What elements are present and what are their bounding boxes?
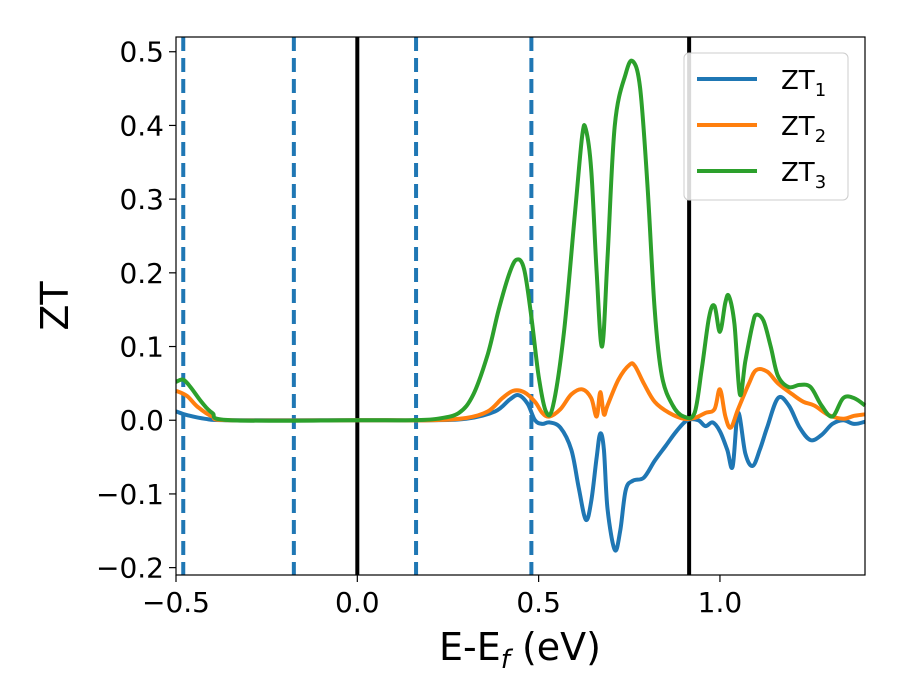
y-tick-label: 0.0 (119, 404, 164, 437)
y-tick-label: 0.3 (119, 183, 164, 216)
x-tick-label: 0.5 (516, 586, 561, 619)
x-tick-label: 0.0 (335, 586, 380, 619)
y-tick-label: 0.1 (119, 331, 164, 364)
y-tick-label: 0.5 (119, 36, 164, 69)
legend-label-zt3: ZT3 (781, 158, 826, 193)
y-tick-label: −0.1 (96, 478, 164, 511)
y-axis-label: ZT (33, 281, 77, 331)
x-axis-label-unit: (eV) (510, 625, 601, 669)
y-tick-label: −0.2 (96, 552, 164, 585)
x-axis-label: E-Ef (eV) (439, 625, 601, 675)
x-tick-label: −0.5 (142, 586, 210, 619)
y-tick-label: 0.4 (119, 109, 164, 142)
y-tick-label: 0.2 (119, 257, 164, 290)
plot-area-frame (175, 36, 866, 576)
y-axis-ticks: −0.2 −0.1 0.0 0.1 0.2 0.3 0.4 0.5 (96, 36, 176, 585)
reference-lines (181, 37, 692, 575)
x-tick-label: 1.0 (698, 586, 743, 619)
legend: ZT1 ZT2 ZT3 (683, 52, 849, 201)
legend-label-zt1: ZT1 (781, 66, 826, 101)
series-line-zt2 (175, 361, 866, 430)
series-lines (175, 58, 867, 553)
legend-box (683, 52, 849, 201)
series-line-zt3 (175, 58, 867, 423)
legend-label-zt2: ZT2 (781, 112, 826, 147)
x-axis-ticks: −0.5 0.0 0.5 1.0 (142, 575, 742, 619)
series-line-zt1 (175, 393, 866, 553)
